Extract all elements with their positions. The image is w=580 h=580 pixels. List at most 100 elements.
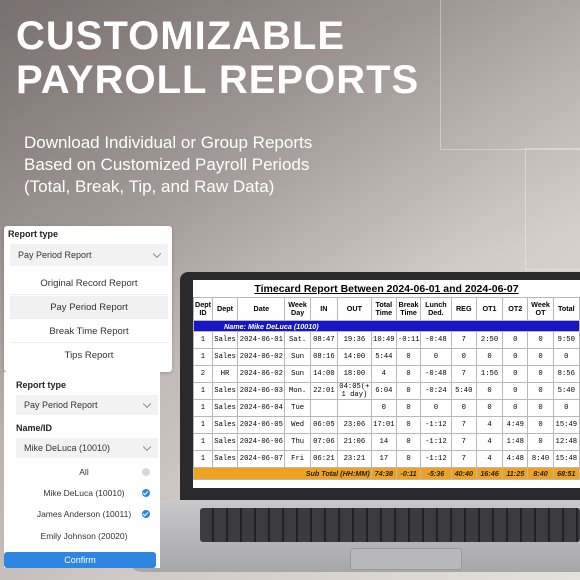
table-cell: 18:00: [337, 365, 372, 383]
table-cell: 4: [475, 416, 504, 434]
report-type-select[interactable]: Pay Period Report: [10, 244, 168, 266]
table-cell: 1: [193, 382, 213, 400]
table-cell: 7: [450, 365, 477, 383]
table-cell: 2024-06-02: [237, 365, 286, 383]
table-cell: 1:48: [502, 433, 529, 451]
table-cell: 4: [370, 365, 397, 383]
table-cell: 2024-06-04: [237, 399, 286, 417]
table-cell: 0: [395, 382, 422, 400]
table-cell: 1: [193, 433, 213, 451]
table-cell: -0:24: [420, 382, 452, 400]
table-cell: 5:40: [552, 382, 580, 400]
table-cell: 0: [527, 399, 554, 417]
table-cell: 0: [450, 348, 477, 366]
table-row: 1 Sales 2024-06-03 Mon. 22:01 04:05(+ 1 day) 6…: [193, 382, 580, 400]
table-cell: 7: [450, 433, 477, 451]
table-cell: -0:48: [420, 365, 452, 383]
report-type-selected: Pay Period Report: [18, 250, 92, 260]
hero-title-line2: PAYROLL REPORTS: [16, 58, 420, 102]
table-cell: 0: [450, 399, 477, 417]
table-cell: 1: [193, 416, 213, 434]
table-cell: Sat.: [284, 331, 311, 349]
table-cell: 0: [395, 399, 422, 417]
table-cell: Mon.: [284, 382, 311, 400]
table-row: 1 Sales 2024-06-05 Wed 06:05 23:06 17:01 0 -1:12…: [193, 416, 580, 434]
table-cell: 5:44: [370, 348, 397, 366]
option-tips-report[interactable]: Tips Report: [64, 349, 114, 361]
table-cell: 06:05: [309, 416, 339, 434]
subtotal-row: Sub Total (HH:MM) 74:38 -0:11 -5:36 40:40 16:…: [193, 467, 580, 480]
person-option-mike-deluca[interactable]: Mike DeLuca (10010): [14, 483, 154, 503]
table-cell: Fri: [284, 450, 311, 468]
column-header: Date: [237, 297, 286, 321]
table-cell: Sun: [284, 348, 311, 366]
table-cell: 7: [450, 450, 477, 468]
checked-circle-icon[interactable]: [142, 510, 150, 518]
filter-report-type-select[interactable]: Pay Period Report: [16, 395, 158, 415]
person-option-james-anderson[interactable]: James Anderson (10011): [14, 504, 154, 524]
confirm-button[interactable]: Confirm: [4, 552, 156, 568]
filter-panel: Report type Pay Period Report Name/ID Mi…: [4, 372, 160, 568]
table-cell: 4:49: [502, 416, 529, 434]
column-header: Week OT: [527, 297, 554, 321]
hero-title: CUSTOMIZABLE PAYROLL REPORTS: [16, 14, 419, 102]
option-break-time-report[interactable]: Break Time Report: [10, 320, 168, 343]
laptop-trackpad: [350, 548, 462, 570]
table-cell: 0: [420, 399, 452, 417]
hero-subtitle-line3: (Total, Break, Tip, and Raw Data): [24, 177, 275, 196]
table-cell: 0: [552, 348, 580, 366]
table-cell: Sales: [211, 416, 239, 434]
column-header: Week Day: [284, 297, 311, 321]
person-option-emily-johnson[interactable]: Emily Johnson (20020): [14, 526, 154, 546]
table-cell: 0: [475, 382, 504, 400]
table-cell: HR: [211, 365, 239, 383]
table-cell: 04:05(+ 1 day): [337, 382, 372, 400]
hero-subtitle: Download Individual or Group Reports Bas…: [24, 132, 312, 198]
table-cell: 2:50: [475, 331, 504, 349]
table-cell: 23:06: [337, 416, 372, 434]
table-cell: 12:48: [552, 433, 580, 451]
name-id-select[interactable]: Mike DeLuca (10010): [16, 438, 158, 458]
subtotal-cell: -5:36: [420, 467, 452, 480]
column-header: REG: [450, 297, 477, 321]
filter-report-type-value: Pay Period Report: [24, 400, 98, 410]
name-id-label: Name/ID: [16, 423, 53, 433]
table-cell: 0: [527, 348, 554, 366]
table-cell: Sales: [211, 399, 239, 417]
column-header: Total Time: [370, 297, 397, 321]
checked-circle-icon[interactable]: [142, 489, 150, 497]
table-cell: 08:16: [309, 348, 339, 366]
table-cell: 1: [193, 331, 213, 349]
report-title: Timecard Report Between 2024-06-01 and 2…: [254, 283, 519, 295]
table-cell: -1:12: [420, 416, 452, 434]
timecard-table: Dept ID Dept Date Week Day IN OUT Total Time Br…: [193, 297, 580, 480]
table-cell: 0: [502, 399, 529, 417]
laptop-keyboard: [200, 508, 580, 542]
table-cell: 1: [193, 450, 213, 468]
table-cell: 0: [502, 382, 529, 400]
table-cell: 0: [395, 450, 422, 468]
table-row: 1 Sales 2024-06-02 Sun 08:16 14:00 5:44 0 0 0 0 0 0 0: [193, 348, 580, 366]
column-header: IN: [309, 297, 339, 321]
table-cell: 7: [450, 416, 477, 434]
option-original-record-report[interactable]: Original Record Report: [10, 272, 168, 295]
person-option-all[interactable]: All: [14, 462, 154, 482]
subtotal-cell: 8:40: [527, 467, 554, 480]
table-cell: -0:48: [420, 331, 452, 349]
column-header: OT2: [502, 297, 529, 321]
table-cell: Sales: [211, 348, 239, 366]
table-cell: 2024-06-05: [237, 416, 286, 434]
table-row: 1 Sales 2024-06-07 Fri 06:21 23:21 17 0 -1:12 7 4 4…: [193, 450, 580, 468]
table-cell: 14: [370, 433, 397, 451]
option-pay-period-report[interactable]: Pay Period Report: [10, 296, 168, 319]
table-cell: Wed: [284, 416, 311, 434]
report-type-label: Report type: [8, 229, 59, 239]
table-cell: 2024-06-01: [237, 331, 286, 349]
chevron-down-icon: [152, 249, 162, 259]
unchecked-circle-icon[interactable]: [142, 468, 150, 476]
column-header: Total: [552, 297, 580, 321]
hero-subtitle-line2: Based on Customized Payroll Periods: [24, 155, 310, 174]
table-cell: 0: [527, 365, 554, 383]
employee-name: Name: Mike DeLuca (10010): [193, 320, 580, 332]
column-header: Dept ID: [193, 297, 213, 321]
